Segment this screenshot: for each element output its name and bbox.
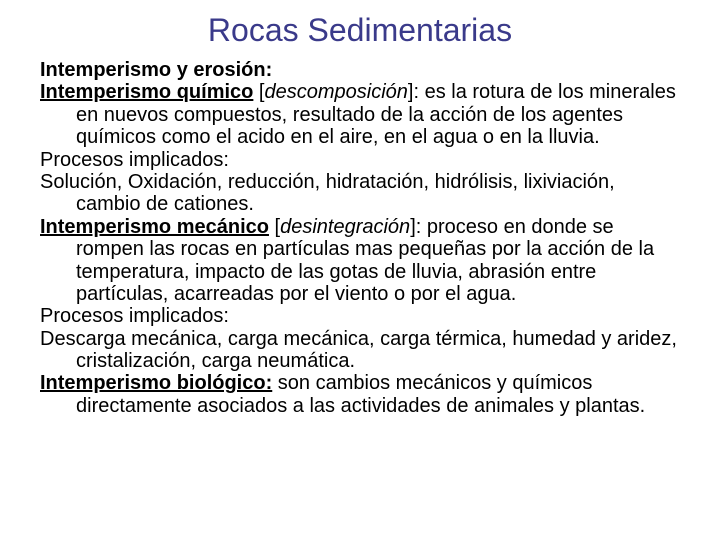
- text: [: [253, 81, 264, 103]
- procesos-list-2: Descarga mecánica, carga mecánica, carga…: [40, 328, 680, 373]
- term-desintegracion: desintegración: [280, 216, 410, 238]
- procesos-list-1: Solución, Oxidación, reducción, hidratac…: [40, 171, 680, 216]
- paragraph-quimico: Intemperismo químico [descomposición]: e…: [40, 81, 680, 148]
- section-heading: Intemperismo y erosión:: [40, 59, 680, 81]
- text: [: [269, 216, 280, 238]
- term-descomposicion: descomposición: [265, 81, 408, 103]
- procesos-label-2: Procesos implicados:: [40, 305, 680, 327]
- paragraph-mecanico: Intemperismo mecánico [desintegración]: …: [40, 216, 680, 306]
- label-biologico: Intemperismo biológico:: [40, 372, 272, 394]
- label-mecanico: Intemperismo mecánico: [40, 216, 269, 238]
- slide-title: Rocas Sedimentarias: [40, 12, 680, 49]
- label-quimico: Intemperismo químico: [40, 81, 253, 103]
- paragraph-biologico: Intemperismo biológico: son cambios mecá…: [40, 372, 680, 417]
- procesos-label-1: Procesos implicados:: [40, 149, 680, 171]
- slide-body: Intemperismo y erosión: Intemperismo quí…: [40, 59, 680, 417]
- slide: Rocas Sedimentarias Intemperismo y erosi…: [0, 0, 720, 540]
